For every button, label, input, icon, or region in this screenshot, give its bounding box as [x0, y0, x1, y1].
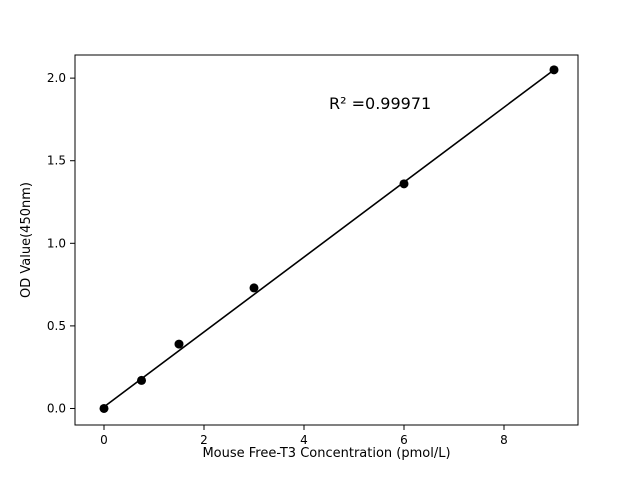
fit-line: [103, 69, 555, 408]
x-tick-label: 2: [200, 433, 208, 447]
data-point: [399, 179, 409, 189]
y-tick-label: 1.5: [47, 154, 66, 168]
x-tick-label: 6: [400, 433, 408, 447]
y-tick-label: 1.0: [47, 236, 66, 250]
data-point: [249, 283, 259, 293]
data-point: [137, 375, 146, 385]
x-axis-label: Mouse Free-T3 Concentration (pmol/L): [202, 446, 450, 461]
y-tick-label: 0.5: [47, 319, 66, 333]
x-tick-label: 0: [100, 433, 108, 447]
y-axis-label: OD Value(450nm): [19, 182, 34, 298]
r-squared-annotation: R² =0.99971: [329, 94, 431, 113]
x-tick-label: 8: [500, 433, 508, 447]
y-tick-label: 0.0: [47, 401, 66, 415]
y-tick-label: 2.0: [47, 71, 66, 85]
data-point: [549, 65, 559, 75]
data-point: [174, 339, 184, 349]
plot-border: [74, 54, 579, 426]
data-point: [99, 403, 109, 413]
x-tick-label: 4: [300, 433, 308, 447]
